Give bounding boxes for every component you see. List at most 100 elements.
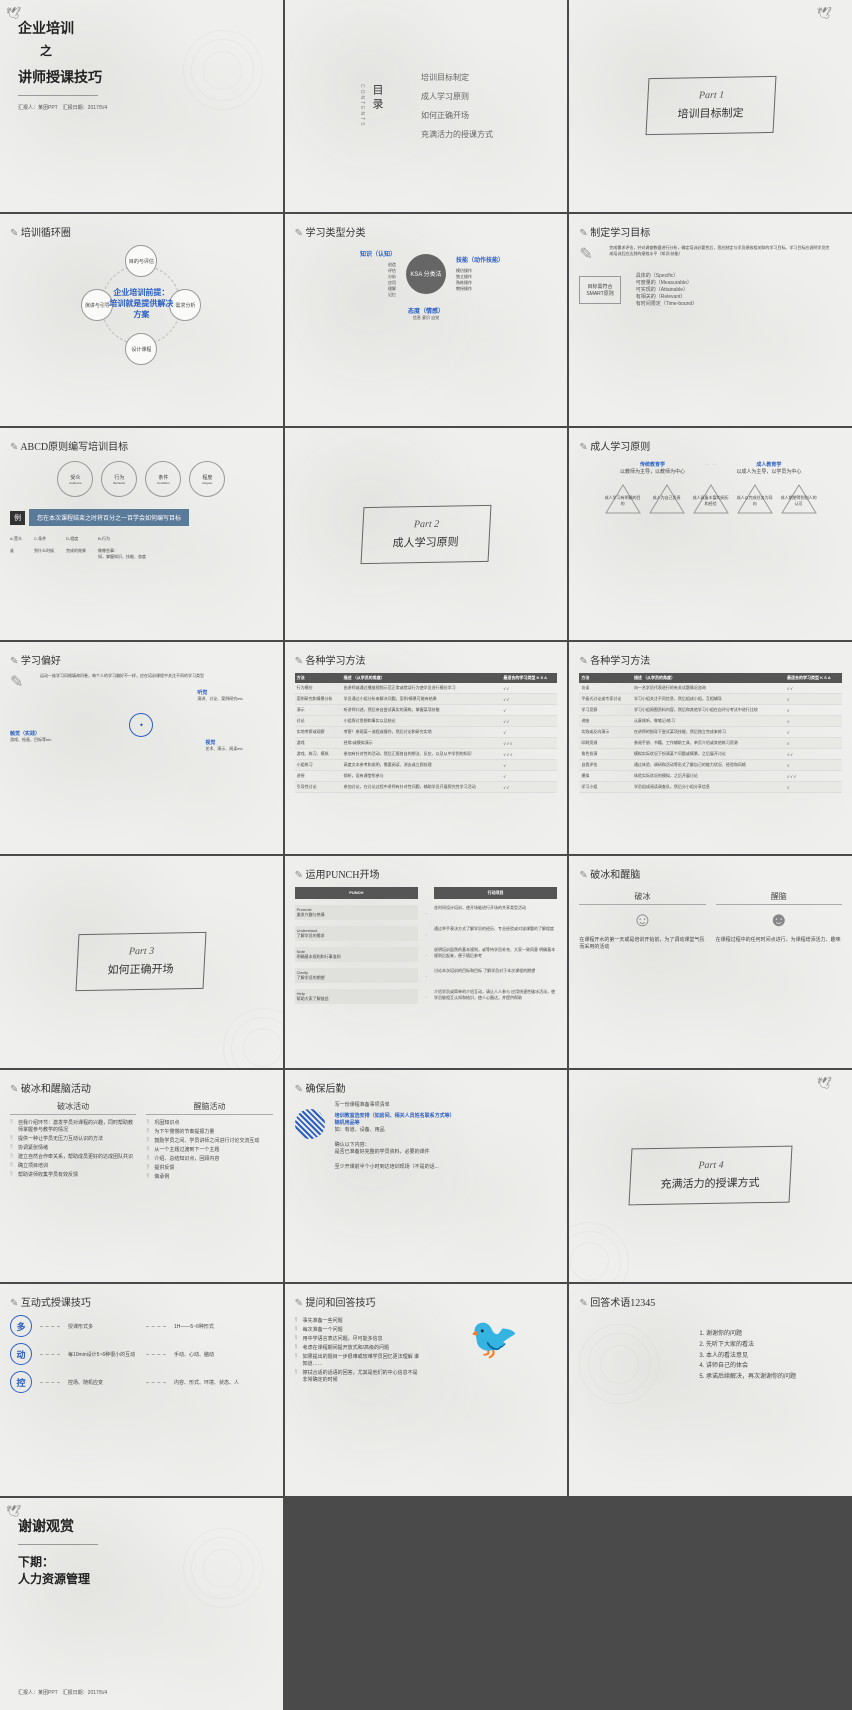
presenter: 汇报人：某团PPT bbox=[18, 1690, 58, 1696]
log-item: 如：有道、设备、用品 bbox=[335, 1126, 558, 1133]
ksa-a-label: 态度（情感） bbox=[295, 306, 558, 315]
trad-label: 传统教育学 bbox=[620, 461, 685, 468]
toc-title: 目录 bbox=[369, 84, 385, 128]
slide-heading: 成人学习原则 bbox=[579, 438, 842, 453]
bulb-icon bbox=[295, 1109, 325, 1139]
part-box: Part 1 培训目标制定 bbox=[645, 76, 776, 135]
ksa-a-items: 信息 意识 自觉 bbox=[295, 315, 558, 321]
stick-figure-icon: ☺ bbox=[579, 909, 705, 932]
cycle-center: 企业培训前提： bbox=[107, 287, 175, 298]
cycle-diagram: 目的与评估 需求分析 设计课程 演讲与引导 企业培训前提： 培训就是提供解决方案 bbox=[81, 245, 201, 365]
log-item: 随机用品等 bbox=[335, 1119, 558, 1126]
bird-icon: 🕊 bbox=[6, 6, 21, 20]
slide-heading: 运用PUNCH开场 bbox=[295, 866, 558, 881]
bird-sketch-icon: 🐦 bbox=[431, 1315, 557, 1385]
abcd-nodes: 受众Audience 行为Behavior 条件Condition 程度Degr… bbox=[10, 461, 273, 497]
ksa-k-label: 知识（认知） bbox=[295, 249, 396, 258]
example-text: 您在本次课程结束之时将百分之一百学会如何编写目标 bbox=[29, 509, 189, 526]
slide-heading: 各种学习方法 bbox=[295, 652, 558, 667]
log-intro: 写一份课程准备事项清单 bbox=[335, 1101, 558, 1108]
slide-heading: 破冰和醒脑活动 bbox=[10, 1080, 273, 1095]
smart-box-label: 目标需符合 SMART原则 bbox=[579, 276, 620, 304]
slide-20-qa: 提问和回答技巧 事先准备一些问题每次准备一个问题用中学语言表达问题，尽可能多信息… bbox=[285, 1284, 568, 1496]
part-box: Part 4 充满活力的授课方式 bbox=[629, 1146, 793, 1206]
slide-2-toc: CONTENTS 目录 培训目标制定 成人学习原则 如何正确开场 充满活力的授课… bbox=[285, 0, 568, 212]
methods-table: 方法描述 （从学员的角度）最适合的学习类型 K S A 行为模仿由讲师或通过播放… bbox=[295, 673, 558, 793]
brain-label: 醒脑 bbox=[716, 891, 842, 905]
bird-icon: 🕊 bbox=[817, 1076, 832, 1090]
slide-19-interactive: 互动式授课技巧 多授课形式多1H——5~6种形式动每10min设计5~6种很小的… bbox=[0, 1284, 283, 1496]
slide-22-thanks: 🕊 谢谢观赏 下期： 人力资源管理 汇报人：某团PPT 汇报日期：2017/5/… bbox=[0, 1498, 283, 1710]
toc-item: 如何正确开场 bbox=[421, 110, 493, 121]
slide-heading: 学习类型分类 bbox=[295, 224, 558, 239]
part-number: Part 3 bbox=[109, 946, 176, 958]
slide-8-part2: Part 2 成人学习原则 bbox=[285, 428, 568, 640]
slide-7-abcd: ABCD原则编写培训目标 受众Audience 行为Behavior 条件Con… bbox=[0, 428, 283, 640]
slide-4-cycle: 培训循环圈 目的与评估 需求分析 设计课程 演讲与引导 企业培训前提： 培训就是… bbox=[0, 214, 283, 426]
slide-heading: 破冰和醒脑 bbox=[579, 866, 842, 881]
cycle-center: 培训就是提供解决方案 bbox=[107, 298, 175, 320]
slide-heading: 制定学习目标 bbox=[579, 224, 842, 239]
toc-item: 成人学习原则 bbox=[421, 91, 493, 102]
part-number: Part 4 bbox=[661, 1160, 761, 1173]
empty-slot bbox=[285, 1498, 568, 1710]
mandala-decoration bbox=[183, 1528, 263, 1608]
date: 汇报日期：2017/5/4 bbox=[63, 1690, 107, 1696]
ksa-center: KSA 分类法 bbox=[406, 254, 446, 294]
date: 汇报日期：2017/5/4 bbox=[63, 105, 107, 111]
pref-touch: 触觉（实践） bbox=[10, 731, 40, 737]
brain-act-label: 醒脑活动 bbox=[146, 1101, 272, 1115]
slide-5-ksa: 学习类型分类 知识（认知） 创造评估分析 应用理解记忆 KSA 分类法 技能（动… bbox=[285, 214, 568, 426]
toc-items: 培训目标制定 成人学习原则 如何正确开场 充满活力的授课方式 bbox=[421, 72, 493, 140]
ksa-s-label: 技能（动作技能） bbox=[456, 255, 557, 264]
slide-15-icebreak: 破冰和醒脑 破冰 ☺ 在课程开水的第一天或是培训开始前，为了调动课堂气氛而采用的… bbox=[569, 856, 852, 1068]
slide-6-smart: 制定学习目标 完成需求评估，并对调查数据进行分析，确定培训必要性后，您应制定与学… bbox=[569, 214, 852, 426]
slide-heading: 回答术语12345 bbox=[579, 1294, 842, 1309]
stick-figure-icon: ☻ bbox=[716, 909, 842, 932]
log-check: 确认以下内容： 是否已准备好完整的学员资料，必要的课件 bbox=[335, 1141, 558, 1155]
smart-intro: 完成需求评估，并对调查数据进行分析，确定培训必要性后，您应制定与学员绩效相关联的… bbox=[609, 245, 832, 257]
methods-table: 方法描述 （从学员的角度）最适合的学习类型 K S A 访谈向一名学员代表进行的… bbox=[579, 673, 842, 793]
ksa-s-items: 模仿操作独立操作 熟练操作教授操作 bbox=[456, 268, 557, 292]
part-title: 成人学习原则 bbox=[392, 533, 459, 550]
slide-heading: 提问和回答技巧 bbox=[295, 1294, 558, 1309]
part-box: Part 3 如何正确开场 bbox=[76, 932, 207, 991]
slide-9-adult: 成人学习原则 传统教育学 以教师为主导，以教师为中心 ← → 成人教育学 以成人… bbox=[569, 428, 852, 640]
part-box: Part 2 成人学习原则 bbox=[360, 504, 491, 563]
mandala-decoration bbox=[579, 1324, 659, 1404]
abcd-parts: A-受众谁 C-条件到什么时候 D-程度完成的效果 B-行为做哪些事： 如，掌握… bbox=[10, 536, 273, 560]
slide-heading: 互动式授课技巧 bbox=[10, 1294, 273, 1309]
answer-list: 1. 谢谢你的问题 2. 先听下大家的看法 3. 本人的看法意见 4. 讲师自己… bbox=[699, 1329, 842, 1383]
smart-items: 具体的（Specific）可度量的（Measurable）可实现的（Attain… bbox=[636, 272, 698, 307]
slide-10-pref: 学习偏好 运动一族学习风格填询问卷，每个人的学习偏好不一样，应在培训课程中关注不… bbox=[0, 642, 283, 854]
part-number: Part 1 bbox=[678, 90, 745, 102]
slide-14-punch: 运用PUNCH开场 PUNCH 行动项目 Promote 激发兴趣与热情→花时间… bbox=[285, 856, 568, 1068]
log-item: 培训教室选安排（如房间、相关人员姓名联系方式等） bbox=[335, 1112, 558, 1119]
part-title: 培训目标制定 bbox=[677, 105, 744, 122]
adult-label: 成人教育学 bbox=[736, 461, 801, 468]
pref-see: 视觉 bbox=[205, 740, 215, 746]
trad-desc: 以教师为主导，以教师为中心 bbox=[620, 468, 685, 475]
slide-heading: 各种学习方法 bbox=[579, 652, 842, 667]
ice-text: 在课程开水的第一天或是培训开始前，为了调动课堂气氛而采用的活动 bbox=[579, 936, 705, 950]
example-label: 例 bbox=[10, 511, 25, 525]
slide-13-part3: Part 3 如何正确开场 bbox=[0, 856, 283, 1068]
cycle-node: 设计课程 bbox=[125, 333, 157, 365]
empty-slot bbox=[569, 1498, 852, 1710]
presenter: 汇报人：某团PPT bbox=[18, 105, 58, 111]
part-title: 充满活力的授课方式 bbox=[660, 1175, 760, 1193]
triangles: 成人学习有明确的目的 成人为自己负责 成人具备丰富的阅历和经验 成人以完成任务为… bbox=[579, 483, 842, 517]
adult-desc: 以成人为主导，以学员为中心 bbox=[736, 468, 801, 475]
slide-18-part4: 🕊 Part 4 充满活力的授课方式 bbox=[569, 1070, 852, 1282]
pref-intro: 运动一族学习风格填询问卷，每个人的学习偏好不一样，应在培训课程中关注不同的学习类… bbox=[40, 673, 263, 679]
brain-text: 在课程过程中的任何时间点进行，为课程增添活力、趣味 bbox=[716, 936, 842, 943]
pencil-icon bbox=[579, 244, 592, 264]
toc-item: 培训目标制定 bbox=[421, 72, 493, 83]
ksa-k-items: 创造评估分析 应用理解记忆 bbox=[295, 262, 396, 298]
toc-item: 充满活力的授课方式 bbox=[421, 129, 493, 140]
part-title: 如何正确开场 bbox=[108, 961, 175, 978]
contents-label: CONTENTS bbox=[359, 84, 365, 128]
slide-heading: ABCD原则编写培训目标 bbox=[10, 438, 273, 453]
bird-icon: 🕊 bbox=[817, 6, 832, 20]
slide-21-answer: 回答术语12345 1. 谢谢你的问题 2. 先听下大家的看法 3. 本人的看法… bbox=[569, 1284, 852, 1496]
